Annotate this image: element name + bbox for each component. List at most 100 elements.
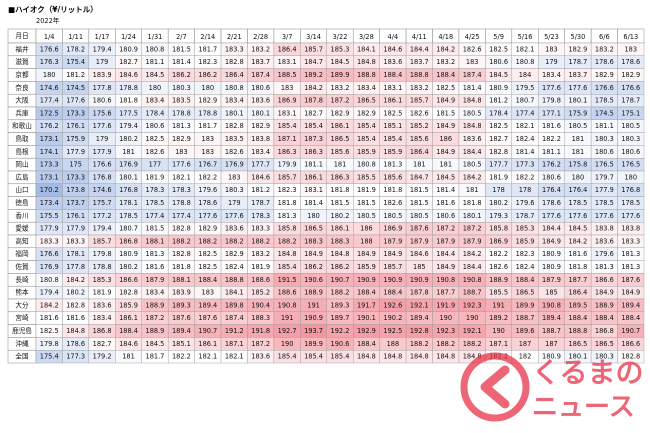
cell-value: 178.5	[119, 212, 138, 220]
cell-value: 174.1	[40, 148, 59, 156]
cell-value: 183.2	[331, 84, 350, 92]
cell-value: 184.6	[119, 71, 138, 79]
cell-value: 177.9	[40, 225, 59, 233]
cell-value: 180.3	[621, 135, 640, 143]
cell-value: 181.4	[516, 148, 535, 156]
cell-value: 183.1	[278, 58, 297, 66]
cell-value: 185.2	[410, 122, 429, 130]
cell-value: 181.2	[66, 71, 85, 79]
cell-value: 184.6	[383, 45, 402, 53]
cell-value: 181.4	[436, 186, 455, 194]
cell-value: 180.9	[542, 250, 561, 258]
cell-value: 188.7	[463, 289, 482, 297]
cell-value: 192.1	[410, 301, 429, 309]
cell-value: 180.5	[383, 212, 402, 220]
cell-value: 187.7	[568, 276, 587, 284]
cell-value: 188.4	[357, 289, 376, 297]
column-header: 2/21	[227, 33, 242, 41]
cell-value: 183.4	[146, 289, 165, 297]
cell-value: 176.9	[225, 161, 244, 169]
cell-value: 179.4	[93, 225, 112, 233]
cell-value: 177.7	[489, 161, 508, 169]
cell-value: 184.9	[436, 97, 455, 105]
cell-value: 182.3	[516, 250, 535, 258]
cell-value: 176.8	[93, 173, 112, 181]
cell-value: 185	[413, 263, 426, 271]
row-label: 福岡	[15, 249, 29, 258]
cell-value: 183.2	[251, 45, 270, 53]
cell-value: 191.8	[251, 327, 270, 335]
cell-value: 188.1	[172, 276, 191, 284]
cell-value: 177.5	[119, 109, 138, 117]
cell-value: 186.8	[93, 327, 112, 335]
column-header: 6/6	[599, 33, 610, 41]
cell-value: 185.9	[516, 237, 535, 245]
cell-value: 182.4	[516, 263, 535, 271]
cell-value: 177.2	[93, 212, 112, 220]
cell-value: 184.9	[383, 250, 402, 258]
cell-value: 187.7	[436, 289, 455, 297]
column-header: 1/24	[121, 33, 136, 41]
cell-value: 187.1	[489, 340, 508, 348]
cell-value: 181.8	[278, 199, 297, 207]
cell-value: 186.6	[119, 276, 138, 284]
cell-value: 180.6	[621, 148, 640, 156]
cell-value: 180.6	[542, 173, 561, 181]
row-label: 全国	[15, 352, 29, 361]
cell-value: 185.7	[383, 263, 402, 271]
cell-value: 180.2	[66, 289, 85, 297]
cell-value: 185.2	[251, 289, 270, 297]
cell-value: 184.2	[66, 276, 85, 284]
cell-value: 187	[545, 340, 558, 348]
cell-value: 181.7	[198, 45, 217, 53]
cell-value: 192.7	[278, 327, 297, 335]
cell-value: 192.9	[357, 327, 376, 335]
cell-value: 181.9	[251, 263, 270, 271]
cell-value: 185.3	[93, 276, 112, 284]
cell-value: 192.8	[410, 327, 429, 335]
cell-bg	[617, 350, 645, 364]
row-label: 京都	[15, 70, 29, 79]
cell-value: 180	[572, 173, 585, 181]
cell-value: 178.5	[621, 199, 640, 207]
cell-value: 184.2	[568, 237, 587, 245]
cell-value: 181.5	[410, 186, 429, 194]
cell-value: 189.4	[542, 314, 561, 322]
row-label: 佐賀	[15, 262, 29, 271]
cell-value: 188.2	[198, 237, 217, 245]
cell-value: 183.2	[436, 58, 455, 66]
cell-value: 184.9	[436, 263, 455, 271]
cell-value: 181.5	[146, 225, 165, 233]
cell-value: 190	[466, 314, 479, 322]
cell-value: 181.9	[489, 173, 508, 181]
cell-value: 189.3	[172, 301, 191, 309]
title: ■ハイオク（¥/リットル）	[8, 4, 98, 14]
cell-value: 182.9	[357, 109, 376, 117]
cell-value: 187.1	[225, 340, 244, 348]
cell-value: 177.7	[251, 161, 270, 169]
cell-value: 183.7	[251, 58, 270, 66]
cell-value: 183.6	[383, 58, 402, 66]
cell-value: 181.8	[568, 263, 587, 271]
cell-value: 191	[492, 301, 505, 309]
cell-value: 181.3	[172, 122, 191, 130]
cell-value: 186.9	[383, 225, 402, 233]
cell-value: 182	[519, 353, 532, 361]
cell-value: 184.1	[357, 45, 376, 53]
cell-value: 180.1	[568, 97, 587, 105]
row-label: 奈良	[15, 83, 29, 92]
cell-value: 186.8	[595, 327, 614, 335]
cell-value: 187.2	[436, 225, 455, 233]
cell-value: 182.4	[516, 135, 535, 143]
cell-value: 184.6	[251, 173, 270, 181]
cell-value: 182.5	[489, 122, 508, 130]
cell-value: 186.4	[568, 289, 587, 297]
cell-value: 178.7	[568, 58, 587, 66]
cell-value: 187.2	[251, 340, 270, 348]
cell-value: 184.4	[463, 148, 482, 156]
cell-value: 181.2	[251, 186, 270, 194]
cell-value: 186.5	[595, 340, 614, 348]
cell-value: 181.5	[410, 199, 429, 207]
cell-value: 182.9	[568, 45, 587, 53]
cell-value: 186.5	[357, 97, 376, 105]
